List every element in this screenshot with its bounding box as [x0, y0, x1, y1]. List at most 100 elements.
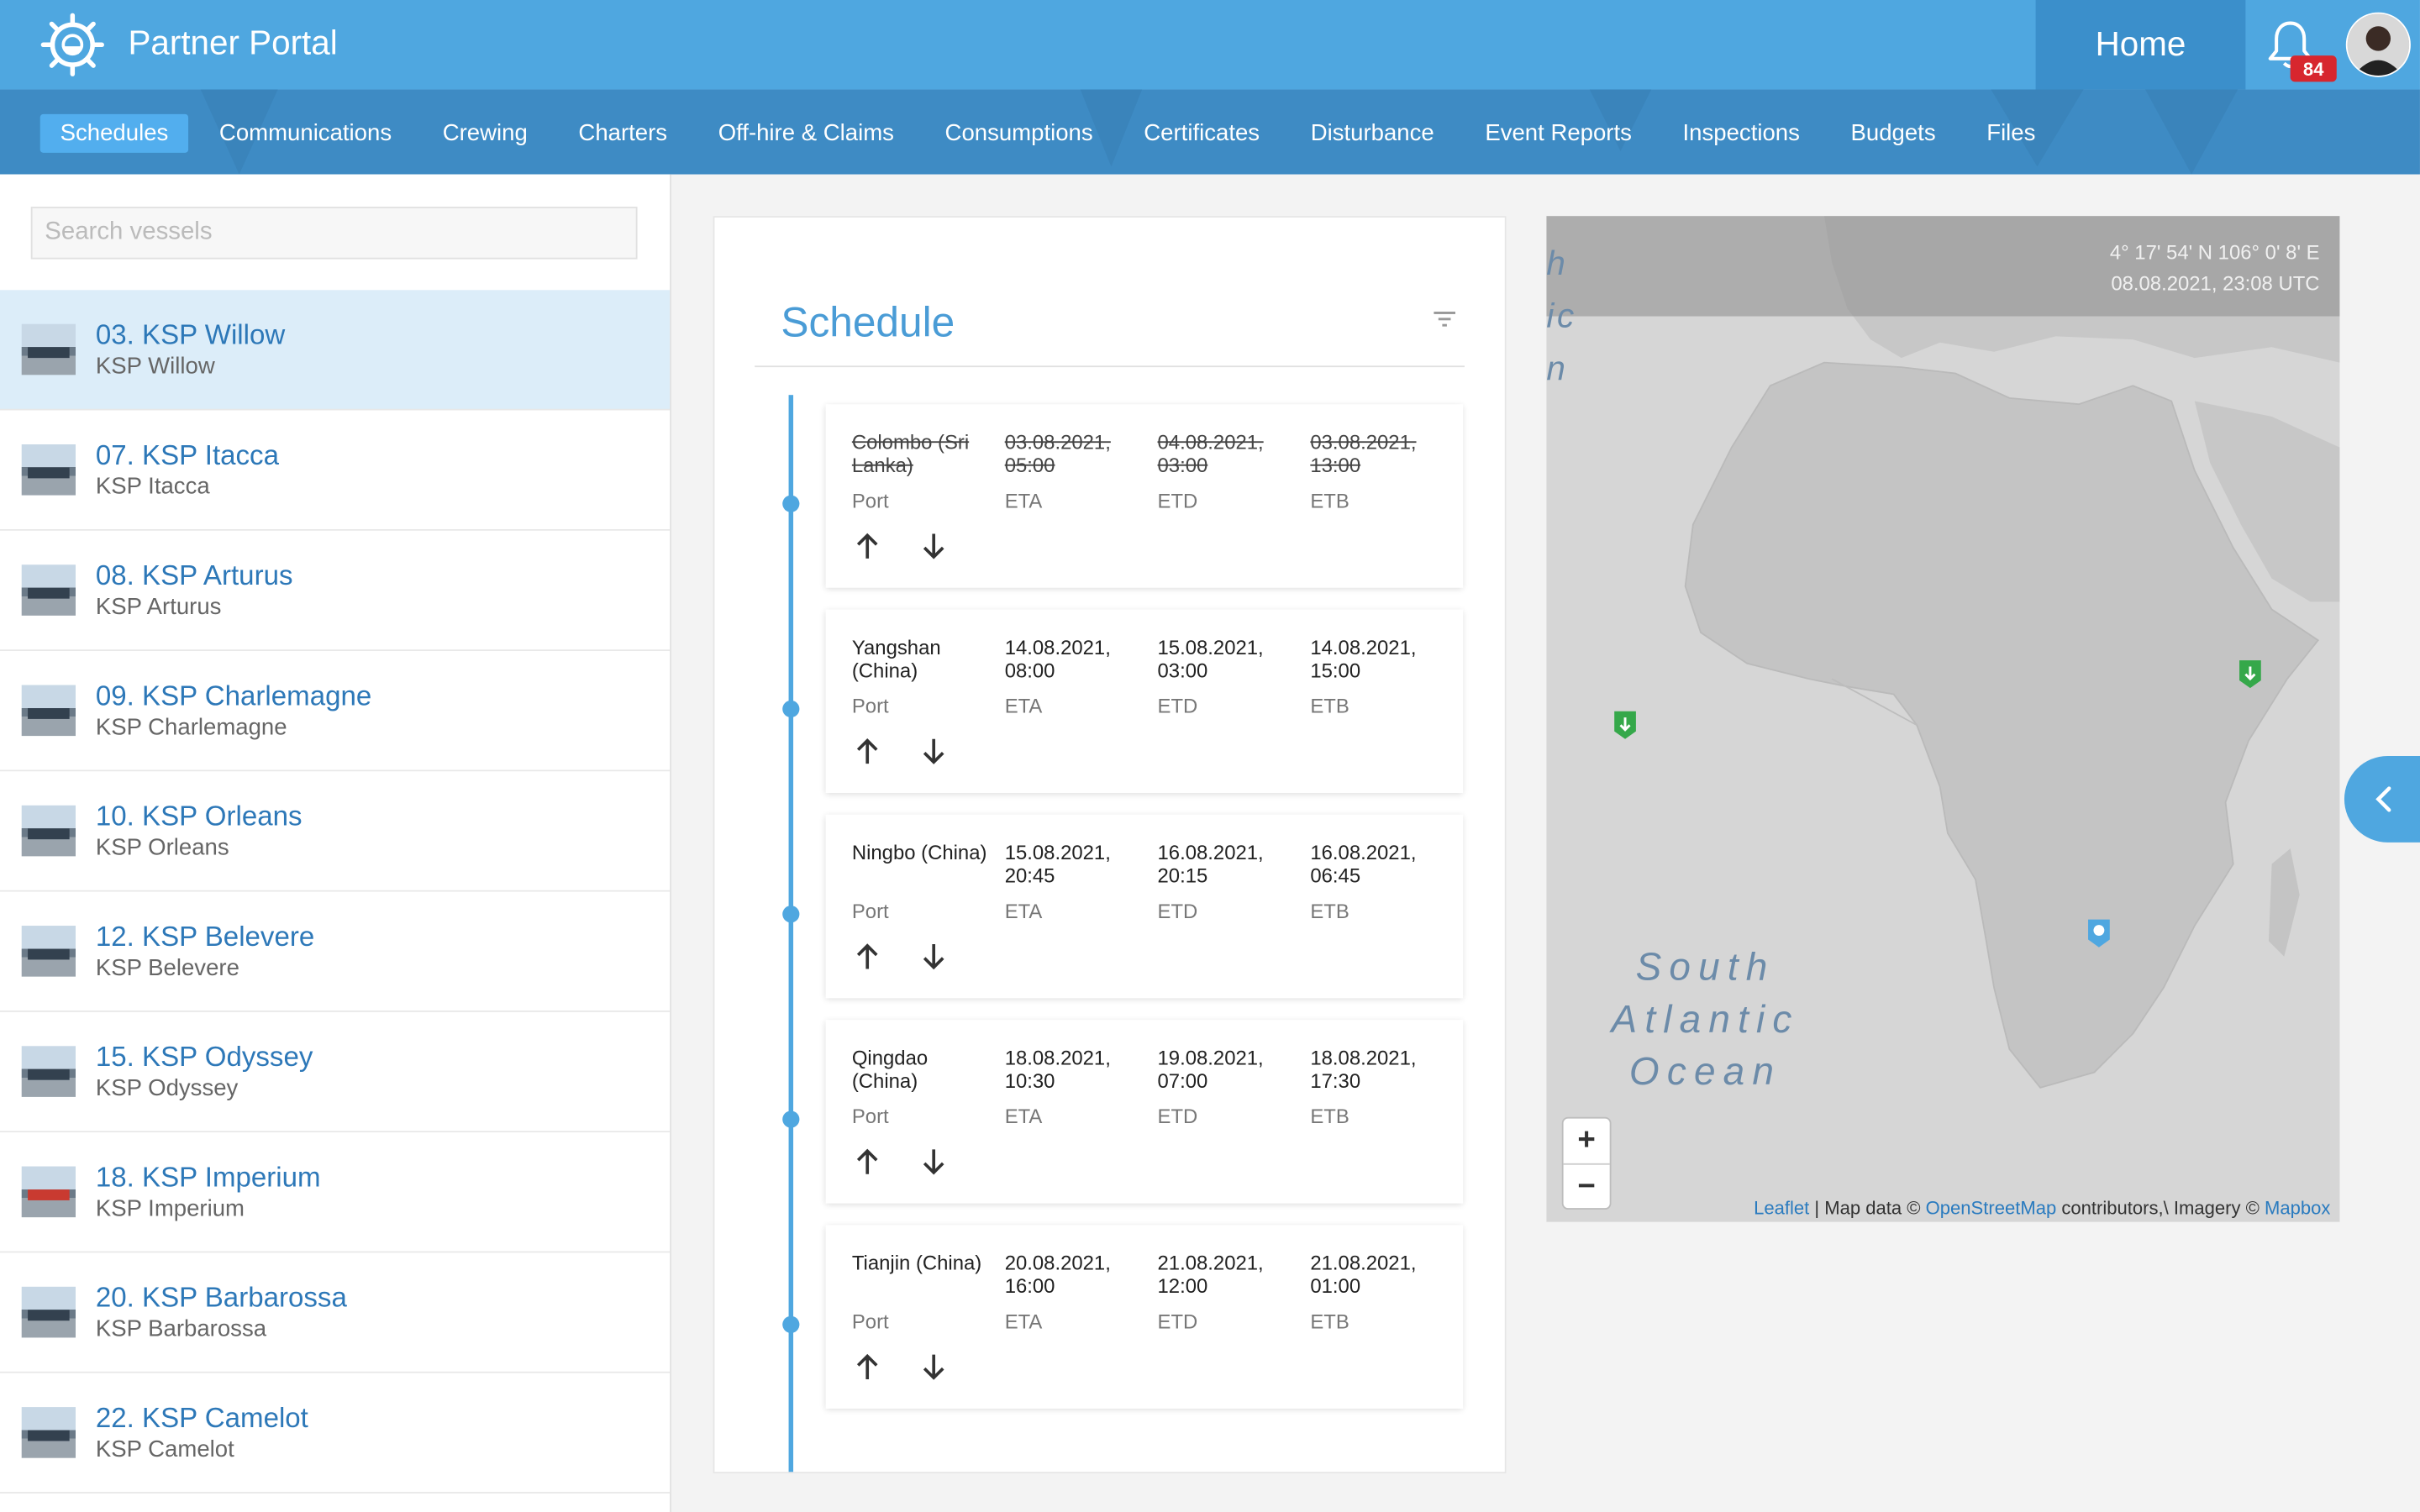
schedule-eta-value: 18.08.2021, 10:30 — [1004, 1046, 1111, 1093]
user-photo-icon — [2347, 13, 2410, 76]
schedule-etb-value: 21.08.2021, 01:00 — [1310, 1251, 1417, 1298]
osm-link[interactable]: OpenStreetMap — [1925, 1197, 2057, 1219]
vessel-position-marker-icon[interactable] — [2086, 918, 2111, 949]
schedule-etd-value: 16.08.2021, 20:15 — [1157, 841, 1264, 888]
vessel-title: 20. KSP Barbarossa — [95, 1282, 347, 1314]
leaflet-link[interactable]: Leaflet — [1754, 1197, 1810, 1219]
schedule-eta-label: ETA — [1004, 899, 1043, 923]
move-up-arrow-icon[interactable] — [855, 942, 880, 970]
nav-tab[interactable]: Files — [1986, 120, 2036, 147]
main-nav: Schedules Communications Crewing Charters Of… — [0, 89, 2420, 175]
ship-hull-shape — [28, 467, 70, 479]
vessel-subtitle: KSP Charlemagne — [95, 714, 287, 741]
timeline-dot — [782, 700, 800, 718]
map-zoom-control: + − — [1561, 1116, 1612, 1210]
map-coordinates: 4° 17' 54' N 106° 0' 8' E 08.08.2021, 23… — [2110, 238, 2320, 299]
vessel-title: 15. KSP Odyssey — [95, 1041, 313, 1073]
move-up-arrow-icon[interactable] — [855, 738, 880, 765]
nav-tab[interactable]: Charters — [578, 120, 668, 147]
move-up-arrow-icon[interactable] — [855, 1148, 880, 1176]
vessel-thumbnail — [21, 926, 76, 977]
nav-tab[interactable]: Event Reports — [1485, 120, 1632, 147]
ship-hull-shape — [28, 587, 70, 599]
anchor-marker-icon[interactable] — [2238, 659, 2262, 690]
vessel-title: 10. KSP Orleans — [95, 801, 302, 832]
move-down-arrow-icon[interactable] — [922, 942, 946, 970]
vessel-list-item[interactable]: 07. KSP Itacca KSP Itacca — [0, 410, 671, 531]
top-bar: Partner Portal Home 84 — [0, 0, 2420, 90]
vessel-subtitle: KSP Orleans — [95, 834, 229, 861]
ship-hull-shape — [28, 1189, 70, 1200]
nav-tab[interactable]: Budgets — [1850, 120, 1936, 147]
vessel-search-input[interactable] — [30, 207, 638, 260]
ship-hull-shape — [28, 1068, 70, 1080]
vessel-thumbnail — [21, 685, 76, 737]
vessel-title: 08. KSP Arturus — [95, 559, 293, 591]
home-button[interactable]: Home — [2035, 0, 2246, 90]
vessel-title: 18. KSP Imperium — [95, 1162, 321, 1193]
vessel-list-item[interactable]: 18. KSP Imperium KSP Imperium — [0, 1132, 671, 1253]
move-down-arrow-icon[interactable] — [922, 1353, 946, 1381]
move-up-arrow-icon[interactable] — [855, 1353, 880, 1381]
schedule-eta-value: 03.08.2021, 05:00 — [1004, 430, 1111, 477]
vessel-list-item[interactable]: 09. KSP Charlemagne KSP Charlemagne — [0, 651, 671, 772]
schedule-divider — [755, 365, 1465, 368]
schedule-etb-label: ETB — [1310, 1105, 1349, 1128]
nav-tab[interactable]: Crewing — [442, 120, 528, 147]
schedule-etb-value: 03.08.2021, 13:00 — [1310, 430, 1417, 477]
schedule-card: Yangshan (China) Port 14.08.2021, 08:00 ETA… — [782, 609, 1464, 794]
vessel-subtitle: KSP Imperium — [95, 1195, 245, 1222]
vessel-list-item[interactable]: 12. KSP Belevere KSP Belevere — [0, 891, 671, 1012]
schedule-etb-label: ETB — [1310, 694, 1349, 718]
ocean-label-line3: Ocean — [1628, 1050, 1782, 1095]
vessel-list-item[interactable]: 08. KSP Arturus KSP Arturus — [0, 530, 671, 652]
schedule-port-label: Port — [851, 1105, 889, 1128]
move-down-arrow-icon[interactable] — [922, 738, 946, 765]
vessel-map[interactable]: 4° 17' 54' N 106° 0' 8' E 08.08.2021, 23… — [1546, 216, 2340, 1222]
anchor-marker-icon[interactable] — [1612, 710, 1637, 741]
map-attribution: Leaflet | Map data © OpenStreetMap contr… — [1754, 1197, 2330, 1219]
move-down-arrow-icon[interactable] — [922, 1148, 946, 1176]
vessel-list-item[interactable]: 03. KSP Willow KSP Willow — [0, 290, 671, 411]
ship-hull-shape — [28, 708, 70, 719]
zoom-in-button[interactable]: + — [1563, 1119, 1610, 1165]
zoom-out-button[interactable]: − — [1577, 1169, 1596, 1204]
schedule-panel: Schedule Colombo (Sri Lanka) Port 03.08.20… — [713, 216, 1507, 1474]
schedule-etd-label: ETD — [1157, 899, 1198, 923]
nav-tab[interactable]: Disturbance — [1310, 120, 1434, 147]
move-up-arrow-icon[interactable] — [855, 533, 880, 560]
user-avatar[interactable] — [2345, 12, 2411, 77]
nav-tabs: Schedules Communications Crewing Charters Of… — [39, 113, 2066, 153]
schedule-etd-value: 21.08.2021, 12:00 — [1157, 1251, 1264, 1298]
timeline-dot — [782, 1315, 800, 1333]
vessel-subtitle: KSP Barbarossa — [95, 1315, 267, 1342]
vessel-thumbnail — [21, 564, 76, 616]
schedule-etd-label: ETD — [1157, 489, 1198, 512]
vessel-subtitle: KSP Arturus — [95, 594, 222, 621]
collapse-panel-button[interactable] — [2344, 755, 2420, 843]
schedule-eta-label: ETA — [1004, 694, 1043, 718]
vessel-subtitle: KSP Odyssey — [95, 1075, 239, 1102]
schedule-etb-label: ETB — [1310, 899, 1349, 923]
schedule-card: Colombo (Sri Lanka) Port 03.08.2021, 05:00… — [782, 404, 1464, 588]
mapbox-link[interactable]: Mapbox — [2264, 1197, 2331, 1219]
nav-tab[interactable]: Consumptions — [944, 120, 1093, 147]
map-landmass — [1546, 216, 2340, 1222]
vessel-list-item[interactable]: 10. KSP Orleans KSP Orleans — [0, 771, 671, 892]
vessel-list-item[interactable]: 22. KSP Camelot KSP Camelot — [0, 1373, 671, 1494]
schedule-etd-label: ETD — [1157, 694, 1198, 718]
schedule-title: Schedule — [781, 299, 955, 346]
nav-tab[interactable]: Inspections — [1682, 120, 1800, 147]
schedule-port-value: Colombo (Sri Lanka) — [851, 430, 970, 477]
schedule-etb-value: 18.08.2021, 17:30 — [1310, 1046, 1417, 1093]
nav-tab[interactable]: Certificates — [1144, 120, 1260, 147]
vessel-list-item[interactable]: 20. KSP Barbarossa KSP Barbarossa — [0, 1252, 671, 1373]
nav-tab[interactable]: Schedules — [39, 113, 189, 153]
nav-tab[interactable]: Off-hire & Claims — [718, 120, 894, 147]
nav-tab[interactable]: Communications — [218, 120, 392, 147]
move-down-arrow-icon[interactable] — [922, 533, 946, 560]
vessel-list-item[interactable]: 15. KSP Odyssey KSP Odyssey — [0, 1011, 671, 1133]
attribution-text-1: | Map data © — [1809, 1197, 1926, 1219]
filter-icon[interactable] — [1434, 310, 1456, 328]
vessel-thumbnail — [21, 1407, 76, 1458]
